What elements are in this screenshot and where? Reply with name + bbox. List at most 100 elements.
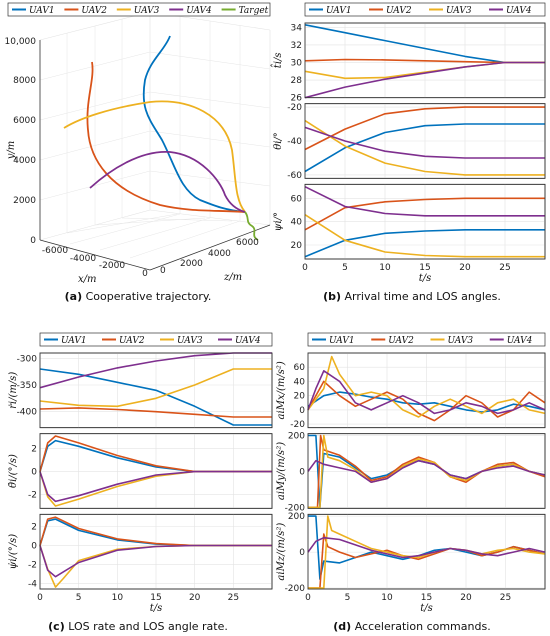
b-series-1-3 — [304, 126, 545, 159]
d-ytick-1-2: 200 — [288, 431, 305, 441]
b-xtick-4: 20 — [459, 263, 471, 273]
b-xtick-3: 15 — [419, 263, 430, 273]
a-xtick-1: -4000 — [70, 254, 96, 264]
a-xtick-2: -2000 — [99, 261, 125, 271]
c-ytick-2-1: -2 — [28, 560, 37, 570]
c-xtick-4: 20 — [189, 593, 201, 603]
d-xtick-2: 10 — [381, 593, 393, 603]
a-ytick-1: 2000 — [13, 196, 36, 206]
b-ytick-1-0: -60 — [287, 171, 302, 181]
caption-c: (c) LOS rate and LOS angle rate. — [48, 620, 228, 633]
c-ytick-0-1: -350 — [17, 381, 38, 391]
legend-label-d-3: UAV4 — [507, 336, 533, 346]
panel-b: UAV1 UAV2 UAV3 UAV4 26 28 30 32 34 t̂i/s -60 -40 -20… — [271, 2, 546, 284]
a-ytick-3: 6000 — [13, 116, 36, 126]
a-ytick-0: 0 — [30, 236, 36, 246]
b-series-1-0 — [304, 123, 545, 173]
legend-label-c-0: UAV1 — [61, 336, 87, 346]
b-ytick-1-2: -20 — [287, 103, 302, 113]
c-ytick-1-0: -2 — [28, 491, 37, 501]
b-xtick-2: 10 — [379, 263, 391, 273]
a-ylabel: y/m — [6, 141, 17, 161]
c-series-0-2 — [39, 368, 272, 408]
c-ytick-1-1: 0 — [31, 468, 37, 478]
b-xtick-5: 25 — [499, 263, 510, 273]
b-series-1-2 — [304, 119, 545, 176]
legend-label-d-0: UAV1 — [329, 336, 355, 346]
b-subplot-0: 26 28 30 32 34 t̂i/s — [271, 22, 546, 104]
d-xtick-5: 25 — [500, 593, 511, 603]
c-series-2-3 — [39, 544, 272, 578]
c-series-0-1 — [39, 407, 272, 418]
d-subplot-0: -20 0 20 40 60 aiMx/(m/s²) — [276, 352, 546, 430]
legend-label-b-3: UAV4 — [506, 6, 532, 16]
c-frame-1 — [39, 433, 273, 509]
b-subplot-2: 20 40 60 ψi/° 0 5 10 15 20 25 t/s — [273, 183, 546, 284]
c-ytick-0-0: -400 — [17, 408, 38, 418]
d-series-1-2 — [308, 434, 546, 509]
c-subplot-2: -4 -2 0 2 ψ̇i/(°/s) 0 5 10 15 20 25 t/s — [8, 513, 273, 614]
b-ytick-2-0: 20 — [291, 241, 303, 251]
b-ytick-0-3: 32 — [291, 41, 302, 51]
d-frame-2 — [307, 513, 546, 590]
b-frame-0 — [304, 22, 546, 99]
a-xlabel: x/m — [78, 274, 97, 285]
d-ytick-0-0: -20 — [290, 420, 305, 430]
c-ytick-2-3: 2 — [31, 523, 37, 533]
b-series-2-1 — [304, 197, 545, 231]
c-ytick-2-2: 0 — [31, 542, 37, 552]
c-subplot-1: -2 0 2 θ̇i/(°/s) — [8, 433, 273, 509]
legend-box-a — [7, 2, 271, 17]
b-frame-2 — [304, 183, 546, 260]
c-xtick-0: 0 — [37, 593, 43, 603]
d-ylabel-0: aiMx/(m/s²) — [276, 361, 287, 419]
caption-b: (b) Arrival time and LOS angles. — [323, 290, 501, 303]
c-ylabel-2: ψ̇i/(°/s) — [8, 534, 19, 570]
traj-uav4 — [89, 151, 246, 213]
c-ylabel-0: ṙi/(m/s) — [8, 372, 19, 409]
traj-uav1 — [142, 35, 246, 213]
b-xtick-1: 5 — [342, 263, 348, 273]
b-ytick-0-2: 30 — [291, 59, 303, 69]
legend-a: UAV1 UAV2 UAV3 UAV4 Target — [7, 2, 271, 17]
c-frame-2 — [39, 513, 273, 590]
b-ytick-1-1: -40 — [287, 137, 302, 147]
d-frame-0 — [307, 352, 546, 429]
caption-d: (d) Acceleration commands. — [333, 620, 490, 633]
c-xtick-2: 10 — [112, 593, 124, 603]
panel-a-trajectory: 0 2000 4000 6000 8000 10,000 y/m -6000 -… — [5, 11, 271, 285]
traj-uav3 — [63, 100, 246, 213]
d-ylabel-2: aiMz/(m/s²) — [276, 523, 287, 581]
a-zlabel: z/m — [223, 272, 242, 283]
c-ylabel-1: θ̇i/(°/s) — [8, 454, 19, 488]
d-series-2-3 — [307, 536, 546, 559]
c-ytick-0-2: -300 — [17, 354, 38, 364]
d-series-0-3 — [307, 370, 546, 415]
c-xtick-1: 5 — [76, 593, 82, 603]
d-xtick-4: 20 — [460, 593, 472, 603]
a-ytick-2: 4000 — [13, 156, 36, 166]
a-xtick-3: 0 — [142, 269, 148, 279]
d-ytick-0-4: 60 — [294, 363, 306, 373]
d-ytick-1-0: -200 — [285, 503, 306, 513]
d-xlabel: t/s — [420, 603, 433, 614]
a-xtick-0: -6000 — [42, 246, 68, 256]
d-ytick-2-1: 0 — [299, 548, 305, 558]
traj-uav2 — [86, 61, 246, 213]
d-ylabel-1: aiMy/(m/s²) — [276, 442, 287, 500]
b-series-2-3 — [304, 185, 545, 217]
legend-box-d — [307, 332, 546, 347]
b-ytick-0-0: 26 — [291, 94, 303, 104]
d-ytick-0-2: 20 — [294, 392, 306, 402]
c-xtick-3: 15 — [150, 593, 161, 603]
legend-label-a-4: Target — [239, 6, 269, 16]
legend-label-c-3: UAV4 — [235, 336, 261, 346]
b-series-0-3 — [304, 61, 545, 99]
b-xtick-0: 0 — [302, 263, 308, 273]
c-subplot-0: -400 -350 -300 ṙi/(m/s) — [8, 352, 273, 429]
a-ztick-2: 4000 — [208, 249, 231, 259]
b-series-2-2 — [304, 214, 545, 258]
d-series-0-2 — [307, 355, 546, 418]
